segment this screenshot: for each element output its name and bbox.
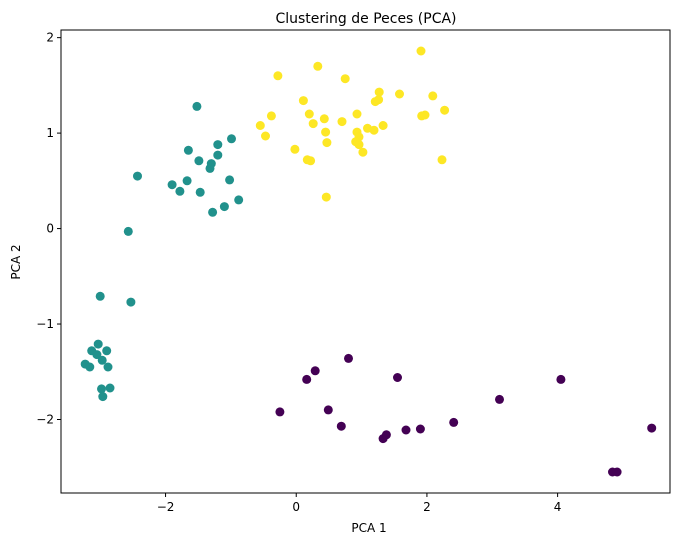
axes-frame — [60, 29, 671, 494]
cluster-0-point-10 — [415, 424, 425, 434]
cluster-2-point-12 — [319, 114, 329, 124]
cluster-2-point-7 — [428, 91, 438, 101]
cluster-2-point-28 — [354, 140, 364, 150]
cluster-2-point-29 — [358, 147, 368, 157]
cluster-1-point-30 — [98, 392, 108, 402]
cluster-0-point-16 — [647, 423, 657, 433]
chart-title: Clustering de Peces (PCA) — [275, 11, 456, 27]
y-axis: −2 −1 0 1 2 — [36, 31, 61, 426]
cluster-1-point-17 — [123, 226, 133, 236]
cluster-2-point-14 — [352, 109, 362, 119]
cluster-0-point-3 — [344, 353, 353, 363]
cluster-1-point-12 — [225, 175, 235, 185]
cluster-1-point-13 — [234, 195, 244, 205]
cluster-1-point-2 — [194, 156, 204, 166]
cluster-1-point-29 — [105, 383, 115, 393]
cluster-0-point-4 — [323, 405, 333, 415]
cluster-2-point-30 — [322, 138, 332, 148]
cluster-1-point-23 — [93, 339, 103, 349]
cluster-2-point-6 — [395, 89, 404, 99]
cluster-1-point-26 — [102, 346, 112, 356]
cluster-2-point-1 — [313, 61, 323, 71]
cluster-0-point-2 — [310, 366, 320, 376]
cluster-2-point-5 — [374, 87, 384, 97]
x-axis: −2 0 2 4 — [157, 493, 562, 514]
cluster-2-point-13 — [337, 117, 347, 127]
cluster-1-point-25 — [97, 355, 107, 365]
cluster-1-point-27 — [103, 362, 113, 372]
cluster-1-point-0 — [192, 101, 202, 111]
cluster-1-point-19 — [126, 297, 136, 307]
cluster-0-point-12 — [495, 394, 504, 404]
cluster-0-point-8 — [393, 373, 402, 382]
cluster-0-point-7 — [381, 430, 391, 440]
cluster-2-point-22 — [255, 121, 265, 130]
cluster-2-point-19 — [420, 110, 430, 120]
cluster-0-point-5 — [336, 421, 346, 431]
y-tick-label: 0 — [46, 222, 54, 236]
cluster-2-point-2 — [340, 74, 350, 84]
cluster-2-point-33 — [306, 156, 316, 166]
y-axis-label: PCA 2 — [9, 244, 23, 279]
cluster-1-point-11 — [195, 187, 205, 197]
x-tick-label: −2 — [157, 500, 175, 514]
cluster-2-point-21 — [266, 111, 276, 121]
cluster-2-point-20 — [440, 105, 450, 115]
cluster-0-point-1 — [302, 374, 312, 384]
cluster-1-point-16 — [133, 171, 142, 181]
cluster-2-point-17 — [378, 121, 388, 130]
cluster-1-point-8 — [167, 180, 177, 190]
cluster-1-point-5 — [227, 134, 236, 144]
x-tick-label: 0 — [292, 500, 300, 514]
cluster-2-point-31 — [290, 144, 300, 154]
cluster-2-point-16 — [369, 125, 379, 135]
cluster-1-point-14 — [208, 207, 218, 217]
cluster-1-point-21 — [85, 362, 95, 372]
cluster-1-point-18 — [95, 291, 105, 301]
cluster-0-point-15 — [612, 467, 622, 477]
cluster-1-point-28 — [97, 384, 106, 394]
cluster-2-point-11 — [308, 119, 318, 129]
x-tick-label: 4 — [554, 500, 562, 514]
cluster-1-point-4 — [213, 140, 223, 150]
y-tick-label: −2 — [36, 412, 54, 426]
cluster-2-point-23 — [261, 131, 270, 141]
cluster-2-point-9 — [374, 95, 384, 105]
y-tick-label: 1 — [46, 126, 54, 140]
cluster-1-point-1 — [183, 145, 193, 155]
cluster-0-point-11 — [449, 417, 459, 427]
cluster-2-point-4 — [298, 96, 308, 106]
cluster-2-point-0 — [273, 71, 283, 81]
cluster-0-point-9 — [401, 425, 411, 435]
cluster-2-point-3 — [416, 46, 426, 56]
cluster-1-point-10 — [182, 176, 192, 186]
cluster-2-point-10 — [304, 109, 314, 119]
cluster-0-point-0 — [275, 407, 285, 417]
y-tick-label: 2 — [46, 31, 54, 45]
x-axis-label: PCA 1 — [351, 521, 386, 535]
cluster-1-point-9 — [175, 186, 185, 196]
cluster-2-point-24 — [321, 127, 331, 137]
cluster-1-point-7 — [206, 159, 216, 169]
plot-area — [80, 46, 657, 477]
x-tick-label: 2 — [423, 500, 431, 514]
y-tick-label: −1 — [36, 317, 54, 331]
cluster-1-point-3 — [213, 150, 223, 160]
cluster-2-point-34 — [437, 155, 447, 165]
cluster-2-point-35 — [321, 192, 331, 202]
cluster-1-point-24 — [92, 350, 102, 360]
cluster-1-point-15 — [219, 202, 229, 212]
cluster-0-point-13 — [556, 374, 566, 384]
